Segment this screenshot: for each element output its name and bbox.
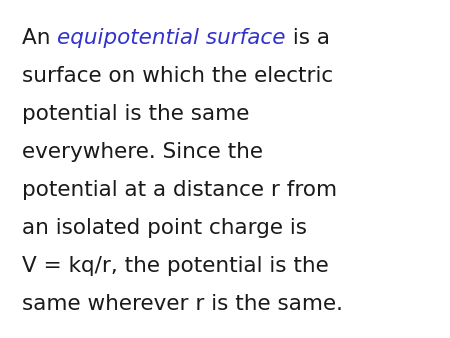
Text: same wherever r is the same.: same wherever r is the same.: [22, 294, 343, 314]
Text: is a: is a: [286, 28, 330, 48]
Text: equipotential surface: equipotential surface: [58, 28, 286, 48]
Text: An: An: [22, 28, 58, 48]
Text: potential is the same: potential is the same: [22, 104, 249, 124]
Text: potential at a distance r from: potential at a distance r from: [22, 180, 337, 200]
Text: surface on which the electric: surface on which the electric: [22, 66, 333, 86]
Text: an isolated point charge is: an isolated point charge is: [22, 218, 307, 238]
Text: V = kq/r, the potential is the: V = kq/r, the potential is the: [22, 256, 329, 276]
Text: everywhere. Since the: everywhere. Since the: [22, 142, 263, 162]
